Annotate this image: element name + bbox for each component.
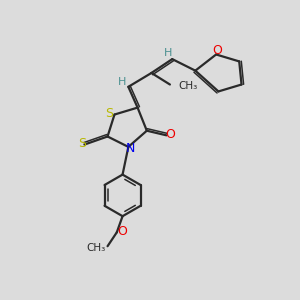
Text: S: S: [78, 137, 86, 150]
Text: S: S: [105, 107, 113, 120]
Text: CH₃: CH₃: [179, 81, 198, 92]
Text: O: O: [166, 128, 176, 141]
Text: O: O: [117, 225, 127, 238]
Text: CH₃: CH₃: [86, 243, 106, 253]
Text: O: O: [212, 44, 222, 57]
Text: H: H: [164, 48, 172, 58]
Text: N: N: [125, 142, 135, 155]
Text: H: H: [118, 77, 126, 87]
